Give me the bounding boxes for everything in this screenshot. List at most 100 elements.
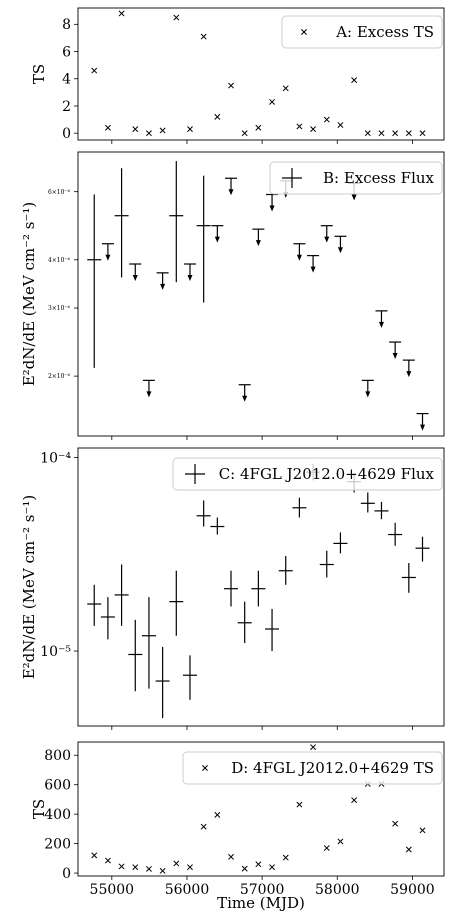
flux-point — [210, 517, 225, 535]
data-point-x-marker — [145, 130, 152, 137]
limit-arrowhead — [392, 353, 398, 360]
data-point-x-marker — [405, 846, 412, 853]
marker-stroke — [351, 797, 358, 804]
upper-limit-arrow — [402, 359, 415, 378]
data-point-x-marker — [323, 845, 330, 851]
marker-stroke — [228, 82, 234, 89]
flux-point — [278, 555, 293, 585]
data-point-x-marker — [173, 860, 180, 867]
data-point-x-marker — [241, 865, 248, 872]
y-tick-label: 0 — [62, 866, 71, 882]
marker-stroke — [310, 744, 317, 751]
data-point-x-marker — [241, 130, 248, 137]
limit-arrowhead — [105, 254, 111, 261]
data-point-x-marker — [296, 801, 303, 808]
data-point-x-marker — [214, 811, 221, 818]
y-axis-label: E²dN/dE (MeV cm⁻² s⁻¹) — [20, 495, 38, 680]
limit-arrowhead — [255, 240, 261, 247]
legend: B: Excess Flux — [269, 161, 443, 195]
limit-arrowhead — [146, 391, 152, 398]
flux-point — [169, 161, 184, 283]
data-point-x-marker — [200, 33, 207, 40]
data-point-x-marker — [132, 864, 139, 871]
y-tick-label: 8 — [62, 17, 71, 33]
data-point-x-marker — [310, 744, 317, 751]
data-point-x-marker — [323, 116, 330, 123]
upper-limit-arrow — [101, 243, 114, 261]
axes-frame — [77, 741, 445, 877]
data-point-x-marker — [104, 857, 111, 864]
marker-stroke — [200, 823, 207, 830]
marker-stroke — [282, 854, 289, 861]
data-point-x-marker — [118, 863, 125, 870]
data-point-x-marker — [419, 130, 426, 137]
flux-point — [415, 536, 430, 562]
marker-stroke — [145, 865, 152, 872]
x-tick-label: 57000 — [240, 882, 285, 898]
legend-box — [172, 457, 443, 491]
limit-arrowhead — [269, 205, 275, 212]
flux-point — [114, 168, 129, 278]
legend-box — [269, 161, 443, 195]
flux-point — [169, 570, 184, 636]
flux-point — [141, 597, 156, 689]
upper-limit-arrow — [183, 263, 196, 282]
marker-stroke — [173, 860, 180, 867]
data-point-x-marker — [351, 797, 358, 804]
data-point-x-marker — [255, 861, 262, 868]
legend-marker — [202, 765, 208, 771]
marker-stroke — [214, 113, 221, 120]
data-point-x-marker — [392, 130, 399, 137]
flux-point — [182, 655, 197, 700]
flux-point — [401, 563, 416, 593]
y-tick-label: 10⁻⁵ — [40, 644, 71, 660]
limit-arrowhead — [365, 391, 371, 398]
marker-stroke — [104, 857, 111, 864]
marker-stroke — [255, 861, 262, 868]
marker-stroke — [282, 85, 289, 92]
panel-a: 0 2 4 6 8 TS A: Excess TS — [30, 7, 445, 144]
y-tick-label: 10⁻⁴ — [40, 450, 71, 466]
y-tick-label: 200 — [44, 837, 71, 853]
data-point-x-marker — [269, 864, 276, 871]
flux-point — [265, 608, 280, 652]
marker-stroke — [91, 67, 98, 74]
axes-frame — [77, 447, 445, 727]
axes-frame — [77, 7, 445, 141]
data-point-x-marker — [364, 130, 371, 137]
limit-arrowhead — [242, 395, 248, 402]
marker-stroke — [159, 127, 166, 134]
upper-limit-arrow — [142, 379, 155, 398]
marker-stroke — [419, 827, 426, 834]
limit-arrowhead — [160, 283, 166, 290]
flux-point — [319, 550, 334, 578]
data-point-x-marker — [173, 14, 180, 21]
data-point-x-marker — [405, 130, 412, 137]
flux-point — [87, 584, 102, 626]
y-tick-label: 6 — [62, 44, 71, 60]
data-point-x-marker — [159, 867, 166, 874]
limit-arrowhead — [378, 321, 384, 328]
data-point-x-marker — [145, 865, 152, 872]
y-tick-label: 400 — [44, 807, 71, 823]
marker-stroke — [310, 126, 317, 133]
marker-stroke — [405, 130, 412, 137]
data-point-x-marker — [255, 124, 262, 131]
y-tick-label: 800 — [44, 748, 71, 764]
data-point-x-marker — [132, 126, 139, 133]
x-tick-label: 55000 — [90, 882, 135, 898]
data-point-x-marker — [337, 838, 344, 845]
data-point-x-marker — [214, 113, 221, 120]
flux-point — [388, 522, 403, 546]
marker-stroke — [132, 126, 139, 133]
upper-limit-arrow — [307, 255, 320, 273]
data-point-x-marker — [200, 823, 207, 830]
marker-stroke — [323, 116, 330, 123]
flux-point — [360, 492, 375, 513]
limit-arrowhead — [132, 275, 138, 282]
marker-stroke — [241, 130, 248, 137]
y-axis-label: E²dN/dE (MeV cm⁻² s⁻¹) — [20, 202, 38, 387]
y-tick-label: 600 — [44, 778, 71, 794]
upper-limit-arrow — [129, 263, 142, 282]
flux-point — [224, 570, 239, 607]
